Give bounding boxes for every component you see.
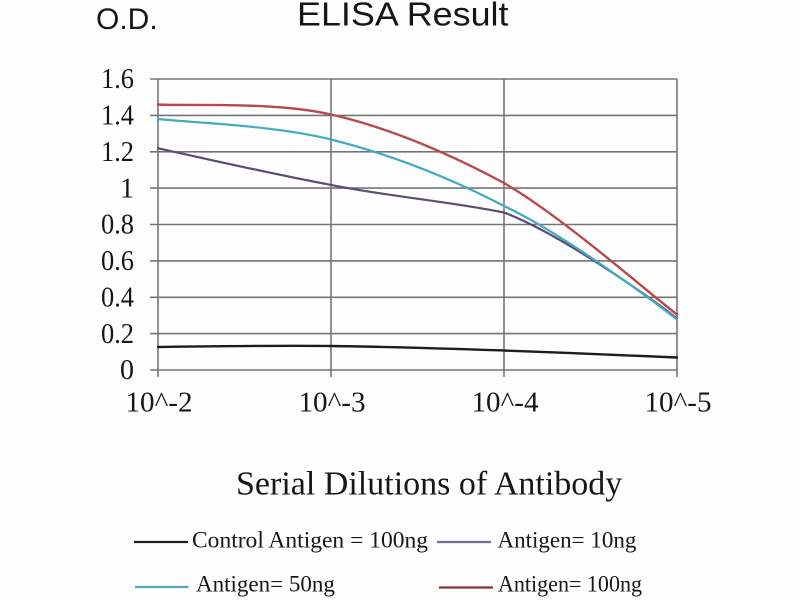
svg-text:0.8: 0.8 [101,210,134,241]
svg-text:0.4: 0.4 [101,283,134,314]
svg-text:Serial Dilutions of Antibody: Serial Dilutions of Antibody [236,466,622,503]
svg-text:Antigen= 100ng: Antigen= 100ng [498,571,642,596]
svg-text:0.6: 0.6 [101,246,134,277]
svg-text:ELISA Result: ELISA Result [297,0,509,33]
svg-text:10^-4: 10^-4 [472,387,540,419]
svg-text:Control Antigen = 100ng: Control Antigen = 100ng [192,528,428,553]
svg-text:0: 0 [120,355,134,386]
svg-text:Antigen= 10ng: Antigen= 10ng [498,528,637,553]
svg-text:1.6: 1.6 [101,64,134,95]
svg-text:0.2: 0.2 [101,319,134,350]
svg-text:Antigen= 50ng: Antigen= 50ng [196,571,335,596]
svg-text:1.2: 1.2 [101,137,134,168]
svg-text:1.4: 1.4 [101,101,134,132]
svg-text:10^-3: 10^-3 [299,387,366,419]
svg-text:10^-2: 10^-2 [126,387,193,419]
svg-text:O.D.: O.D. [96,3,158,36]
svg-text:1: 1 [120,173,134,204]
svg-text:10^-5: 10^-5 [645,387,712,419]
